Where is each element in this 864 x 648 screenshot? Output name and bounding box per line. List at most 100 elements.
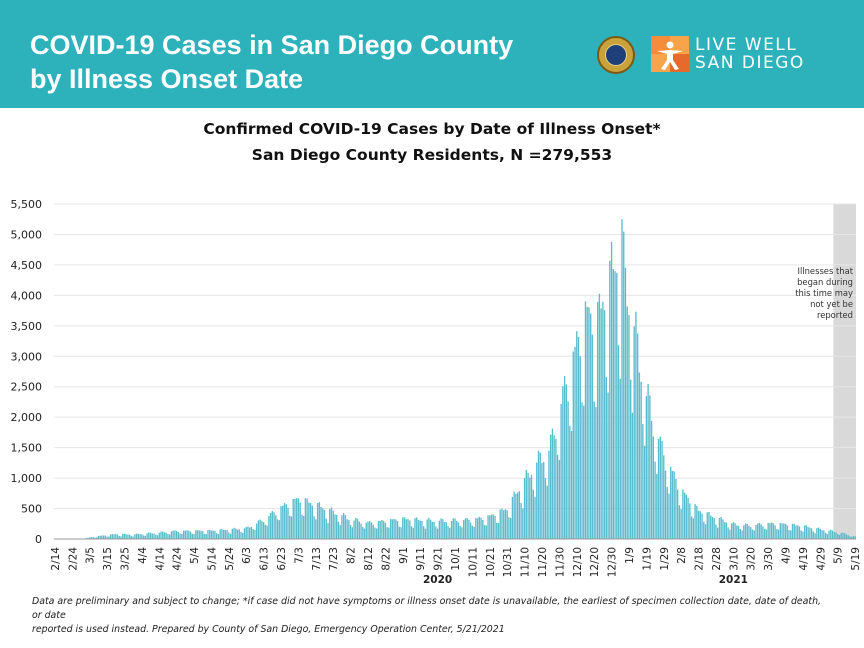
case-bar xyxy=(690,516,693,539)
case-bar xyxy=(633,326,635,539)
case-bar xyxy=(209,529,211,539)
case-bar xyxy=(424,528,427,539)
case-bar xyxy=(515,493,517,539)
case-bar xyxy=(664,470,667,539)
case-bar xyxy=(271,511,274,539)
case-bar xyxy=(175,530,178,539)
case-bar xyxy=(332,510,334,539)
case-bar xyxy=(337,521,340,539)
case-bar xyxy=(790,530,792,539)
case-bar xyxy=(254,530,256,539)
case-bar xyxy=(668,493,670,539)
case-bar xyxy=(631,412,634,539)
case-bar xyxy=(348,520,350,539)
case-bar xyxy=(266,525,268,539)
case-bar xyxy=(784,523,787,539)
case-bar xyxy=(122,533,124,539)
case-bar xyxy=(99,535,101,539)
year-label: 2021 xyxy=(719,574,748,586)
case-bar xyxy=(355,518,357,539)
page-title-line1: COVID-19 Cases in San Diego County xyxy=(30,30,514,60)
case-bar xyxy=(296,498,298,539)
case-bar xyxy=(767,522,769,539)
case-bar xyxy=(412,527,414,539)
case-bar xyxy=(229,533,232,539)
x-tick-label: 9/11 xyxy=(415,547,427,571)
case-bar xyxy=(494,515,496,539)
case-bar xyxy=(569,425,571,539)
case-bar xyxy=(650,420,653,539)
x-tick-label: 11/20 xyxy=(537,547,549,577)
case-bar xyxy=(595,406,597,539)
case-bar xyxy=(158,532,160,539)
case-bar xyxy=(663,455,665,539)
case-bar xyxy=(570,430,573,539)
case-bar xyxy=(762,526,764,539)
case-bar xyxy=(588,307,590,539)
case-bar xyxy=(214,530,216,539)
case-bar xyxy=(398,526,401,539)
case-bar xyxy=(202,531,204,539)
case-bar xyxy=(715,524,717,539)
case-bar xyxy=(539,452,541,539)
case-bar xyxy=(106,536,108,539)
case-bar xyxy=(311,505,314,539)
case-bar xyxy=(802,531,804,539)
case-bar xyxy=(374,527,376,539)
logo-line2: SAN DIEGO xyxy=(695,53,805,73)
case-bar xyxy=(315,519,317,539)
case-bar xyxy=(134,534,136,539)
case-bar xyxy=(377,521,380,539)
case-bar xyxy=(562,386,564,539)
case-bar xyxy=(560,403,562,539)
case-bar xyxy=(456,520,458,539)
case-bar xyxy=(703,521,705,539)
case-bar xyxy=(224,529,227,539)
case-bar xyxy=(243,528,246,539)
case-bar xyxy=(198,530,200,539)
case-bar xyxy=(144,535,147,539)
case-bar xyxy=(409,520,411,539)
case-bar xyxy=(565,384,568,539)
case-bar xyxy=(339,525,341,539)
case-bar xyxy=(108,536,110,539)
case-bar xyxy=(737,525,740,539)
x-tick-label: 12/10 xyxy=(572,547,584,577)
x-tick-label: 9/21 xyxy=(433,547,445,571)
case-bar xyxy=(186,530,188,539)
case-bar xyxy=(831,530,834,539)
case-bar xyxy=(431,521,434,539)
case-bar xyxy=(492,514,494,539)
case-bar xyxy=(94,537,96,539)
case-bar xyxy=(509,518,512,539)
case-bar xyxy=(212,530,214,539)
case-bar xyxy=(511,496,514,539)
case-bar xyxy=(809,527,811,539)
case-bar xyxy=(428,517,430,539)
case-bar xyxy=(189,531,192,539)
case-bar xyxy=(553,435,555,539)
case-bar xyxy=(113,534,115,539)
case-bar xyxy=(421,521,423,539)
case-bar xyxy=(593,401,595,539)
x-tick-label: 2/18 xyxy=(694,547,706,571)
case-bar xyxy=(320,506,322,539)
case-bar xyxy=(273,512,275,539)
county-seal-icon xyxy=(597,36,635,74)
year-label: 2020 xyxy=(423,574,452,586)
y-tick-label: 2,000 xyxy=(11,411,43,424)
case-bar xyxy=(261,521,263,539)
case-bar xyxy=(701,513,703,539)
case-bar xyxy=(217,533,220,539)
case-bar xyxy=(120,536,122,539)
case-bar xyxy=(308,502,310,539)
case-bar xyxy=(127,534,129,539)
case-bar xyxy=(530,474,533,539)
case-bar xyxy=(487,515,489,539)
case-bar xyxy=(153,533,155,539)
case-bar xyxy=(247,526,249,539)
case-bar xyxy=(657,438,660,539)
case-bar xyxy=(372,524,374,539)
case-bar xyxy=(478,516,481,539)
case-bar xyxy=(751,529,754,539)
